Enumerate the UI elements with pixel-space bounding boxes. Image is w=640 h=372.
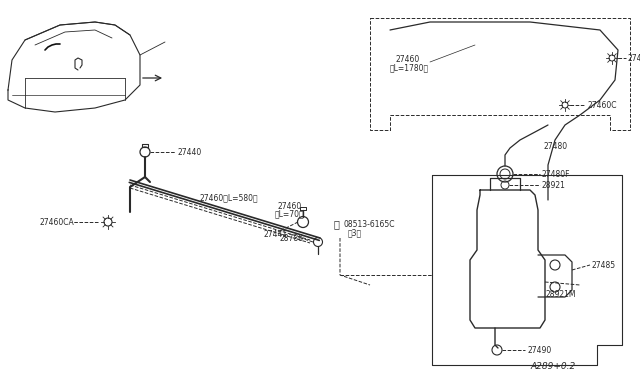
- Text: 27460C: 27460C: [587, 101, 616, 110]
- Text: 27490: 27490: [527, 346, 551, 355]
- Text: （L=1780）: （L=1780）: [390, 63, 429, 72]
- Text: 27460CA: 27460CA: [40, 218, 75, 227]
- Text: 28786: 28786: [280, 234, 304, 243]
- Text: 28921: 28921: [542, 181, 566, 190]
- Text: 27480: 27480: [543, 142, 567, 151]
- Text: 27485: 27485: [592, 261, 616, 270]
- Text: 27460: 27460: [278, 202, 302, 211]
- Text: 08513-6165C: 08513-6165C: [344, 220, 396, 229]
- Text: 27440: 27440: [177, 148, 201, 157]
- Text: Ⓢ: Ⓢ: [333, 219, 339, 229]
- Text: 27480F: 27480F: [542, 170, 570, 179]
- Text: 27460（L=580）: 27460（L=580）: [200, 193, 259, 202]
- Text: （L=70）: （L=70）: [275, 209, 305, 218]
- Text: 27441: 27441: [263, 230, 287, 239]
- Text: A289+0.2: A289+0.2: [530, 362, 575, 371]
- Text: 28921M: 28921M: [545, 290, 575, 299]
- Text: 27460CA: 27460CA: [628, 54, 640, 63]
- Text: 27460: 27460: [395, 55, 419, 64]
- Text: （3）: （3）: [348, 228, 362, 237]
